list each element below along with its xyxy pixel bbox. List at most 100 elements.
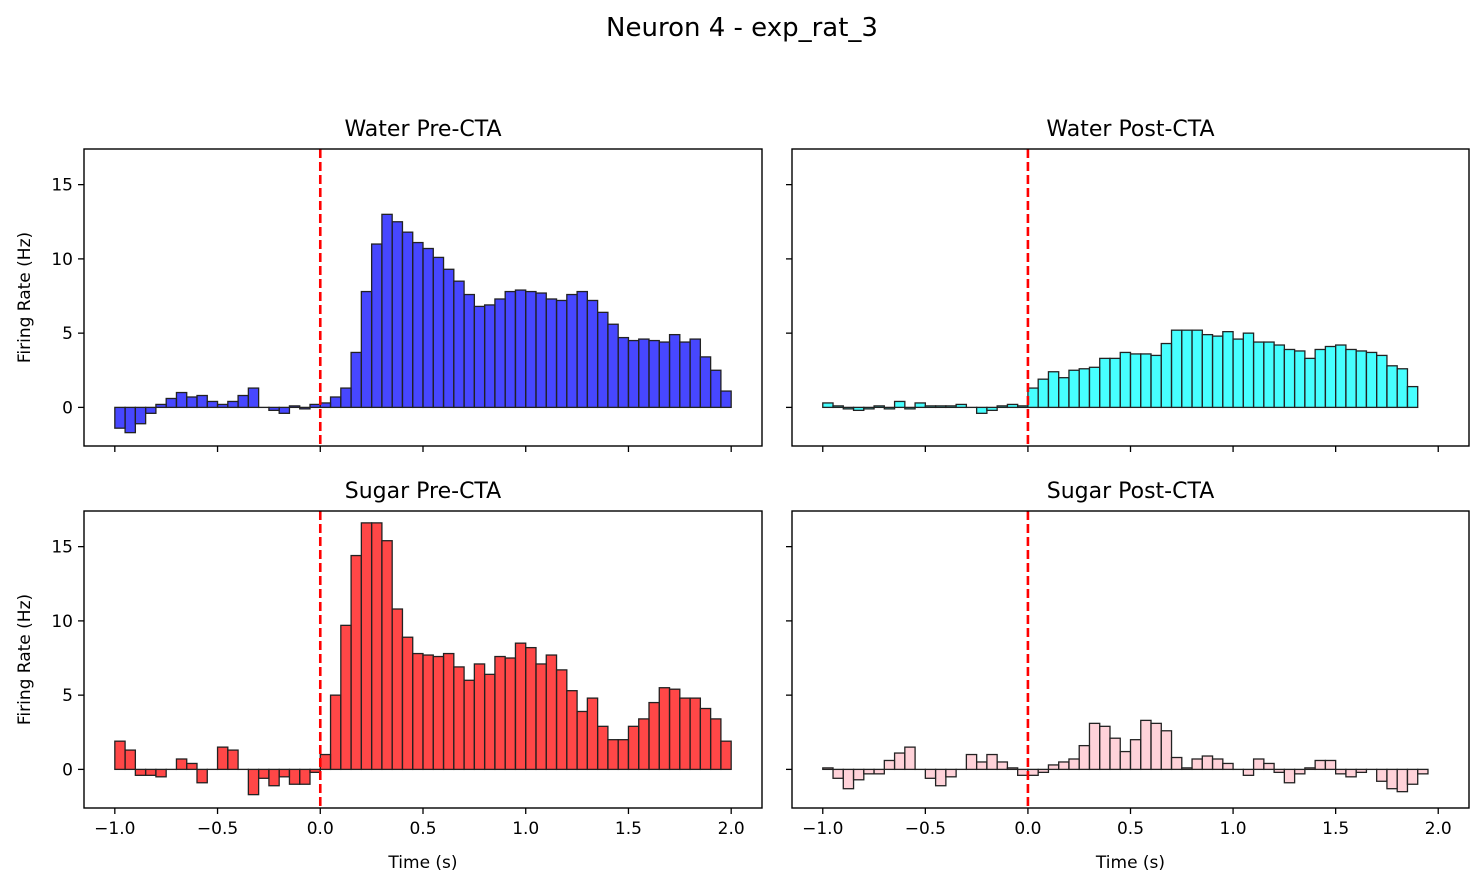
water-post-cta-bar <box>1365 351 1378 409</box>
water-pre-cta-bar <box>442 268 455 409</box>
water-post-cta-bar <box>893 400 906 409</box>
water-pre-cta-bar <box>309 403 321 409</box>
water-post-cta-bar <box>924 405 937 409</box>
sugar-post-cta-bar <box>975 761 988 771</box>
sugar-post-cta-bar <box>842 768 855 790</box>
water-pre-cta-bar <box>720 390 732 409</box>
sugar-pre-cta-bar <box>391 608 404 771</box>
water-pre-cta-bar <box>432 256 445 409</box>
water-pre-cta-bar <box>627 339 640 409</box>
sugar-post-cta-bar <box>1314 759 1327 771</box>
sugar-post-cta-bar <box>1252 758 1265 771</box>
figure-title: Neuron 4 - exp_rat_3 <box>606 13 878 43</box>
sugar-post-cta-bar <box>1335 768 1347 775</box>
water-post-cta-bar <box>863 406 875 410</box>
water-post-cta-bar <box>1006 403 1019 409</box>
sugar-pre-cta-bar <box>196 768 208 784</box>
water-post-cta-bar <box>1088 366 1101 409</box>
sugar-pre-cta-panel: −1.0 −0.5 0.0 0.5 1.0 1.5 2.0 0 5 10 15 Sugar Pre-C… <box>15 479 763 873</box>
water-pre-cta-bar <box>699 356 712 409</box>
water-pre-cta-bars <box>114 213 732 434</box>
water-pre-cta-bar <box>268 406 280 412</box>
sugar-post-cta-bar <box>1355 768 1368 774</box>
water-post-cta-bar <box>1160 342 1173 409</box>
sugar-pre-cta-bar <box>576 710 589 771</box>
water-post-cta-bar <box>1242 332 1255 409</box>
sugar-post-cta-bar <box>1078 744 1091 771</box>
water-pre-cta-bar <box>134 406 147 425</box>
water-pre-cta-bar <box>566 293 578 409</box>
water-pre-cta-bar <box>514 289 527 409</box>
sugar-post-cta-x-tick-label: 2.0 <box>1425 819 1452 839</box>
water-pre-cta-y-tick-label: 10 <box>51 250 73 270</box>
sugar-post-cta-bar <box>1273 768 1286 774</box>
water-pre-cta-bar <box>668 333 681 409</box>
sugar-post-cta-x-tick-label: 0.0 <box>1014 819 1041 839</box>
sugar-post-cta-x-tick-label: 1.0 <box>1220 819 1247 839</box>
water-post-cta-bar <box>1406 385 1419 409</box>
sugar-post-cta-bar <box>1293 768 1306 775</box>
water-post-cta-bar <box>1263 341 1275 409</box>
water-post-cta-bar <box>1181 329 1193 409</box>
sugar-post-cta-bar <box>1324 759 1337 771</box>
water-pre-cta-bar <box>329 396 342 409</box>
sugar-post-cta-bar <box>1386 768 1398 790</box>
sugar-post-cta-bar <box>1006 767 1019 771</box>
sugar-post-cta-bar <box>945 768 957 778</box>
water-post-cta-bar <box>1335 344 1347 409</box>
sugar-pre-cta-y-tick-label: 15 <box>51 538 73 558</box>
water-post-cta-bar <box>1201 333 1214 409</box>
water-pre-cta-bar <box>555 299 568 409</box>
water-pre-cta-bar <box>504 290 517 409</box>
sugar-pre-cta-bar <box>627 725 640 771</box>
water-post-cta-bar <box>996 405 1009 409</box>
water-post-cta-bar <box>1283 348 1296 409</box>
sugar-pre-cta-bar <box>473 663 486 771</box>
water-post-cta-bar <box>1304 357 1316 409</box>
sugar-pre-cta-bar <box>257 768 270 779</box>
water-post-cta-bar <box>822 402 834 409</box>
water-post-cta-bar <box>883 406 896 410</box>
sugar-post-cta-bar <box>1109 737 1121 771</box>
sugar-pre-cta-bar <box>124 749 137 771</box>
water-post-cta-bar <box>1324 345 1337 409</box>
sugar-post-cta-panel: −1.0 −0.5 0.0 0.5 1.0 1.5 2.0 Sugar Post-CTA Tim… <box>786 479 1470 873</box>
sugar-pre-cta-bar <box>586 697 599 771</box>
sugar-post-cta-bar <box>1140 719 1152 771</box>
sugar-post-cta-x-tick-label: −0.5 <box>905 819 946 839</box>
water-post-cta-bar <box>1078 368 1091 409</box>
sugar-post-cta-bar <box>1099 725 1111 771</box>
water-pre-cta-bar <box>206 400 219 409</box>
sugar-post-cta-bar <box>1027 768 1039 776</box>
water-pre-cta-bar <box>463 293 476 409</box>
sugar-pre-cta-bar <box>412 652 424 771</box>
water-pre-cta-bar <box>227 400 239 409</box>
sugar-post-cta-bar <box>1201 755 1214 771</box>
water-pre-cta-bar <box>175 391 188 409</box>
water-pre-cta-y-tick-label: 15 <box>51 176 73 196</box>
water-pre-cta-bar <box>607 323 619 409</box>
sugar-pre-cta-bar <box>555 669 568 771</box>
water-post-cta-bar <box>904 406 916 410</box>
sugar-pre-cta-x-label: Time (s) <box>387 853 457 873</box>
water-post-cta-bar <box>1150 354 1162 409</box>
water-pre-cta-bar <box>648 339 660 409</box>
water-pre-cta-bar <box>679 341 691 409</box>
water-post-cta-bar <box>1068 369 1080 409</box>
sugar-pre-cta-bar <box>319 753 332 771</box>
sugar-post-cta-bar <box>832 768 844 779</box>
sugar-post-cta-bar <box>1088 722 1101 771</box>
sugar-pre-cta-bar <box>370 522 383 771</box>
sugar-pre-cta-title: Sugar Pre-CTA <box>345 479 501 504</box>
sugar-pre-cta-x-tick-label: 1.5 <box>615 819 642 839</box>
sugar-post-cta-bar <box>863 768 875 775</box>
water-pre-cta-bar <box>186 396 198 409</box>
sugar-pre-cta-bar <box>648 701 660 771</box>
water-post-cta-bar <box>1129 353 1142 409</box>
sugar-post-cta-bar <box>1222 762 1234 771</box>
water-pre-cta-bar <box>473 305 486 409</box>
sugar-post-cta-bar <box>1150 722 1162 771</box>
sugar-post-cta-x-tick-label: 0.5 <box>1117 819 1144 839</box>
sugar-post-cta-bar <box>822 767 834 771</box>
sugar-post-cta-bar <box>1376 768 1388 782</box>
